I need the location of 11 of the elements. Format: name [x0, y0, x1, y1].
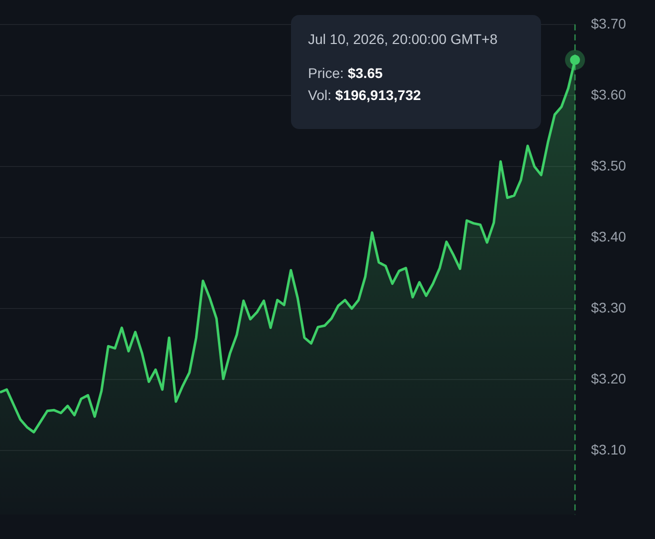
annotation: Price: $3.65 [308, 65, 384, 81]
y-tick-label: $3.30 [591, 299, 626, 316]
y-tick-label: $3.50 [591, 157, 626, 174]
y-tick-label: $3.20 [591, 370, 626, 386]
y-tick-label: $3.10 [591, 442, 626, 458]
y-tick-label: $3.60 [591, 86, 626, 102]
tooltip-panel: Jul 10, 2026, 20:00:00 GMT+8 Price: $3.65 Vol: $196,913,732 [291, 15, 541, 129]
annotation: Vol: $196,913,732 [308, 87, 422, 103]
y-tick-label: $3.40 [591, 228, 626, 244]
annotation: Jul 10, 2026, 20:00:00 GMT+8 [308, 31, 499, 47]
y-tick-label: $3.70 [591, 15, 626, 32]
